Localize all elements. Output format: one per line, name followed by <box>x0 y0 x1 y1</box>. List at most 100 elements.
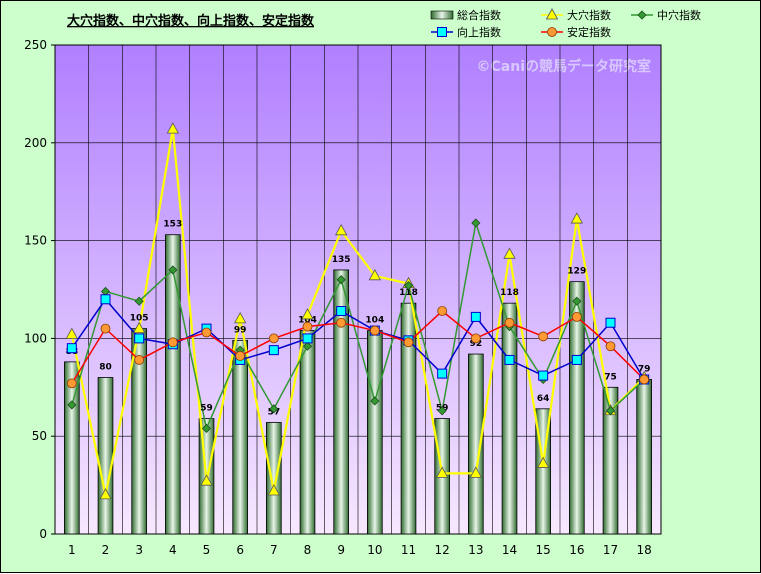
x-tick-label: 13 <box>468 543 483 557</box>
series-point-square <box>302 333 313 344</box>
bar-data-label: 104 <box>298 316 317 326</box>
series-point-square <box>134 333 145 344</box>
bar-data-label: 118 <box>500 288 519 298</box>
bar-data-label: 92 <box>470 339 483 349</box>
series-point-square <box>571 354 582 365</box>
series-point-triangle <box>99 488 112 500</box>
legend-marker <box>547 27 557 37</box>
bar-data-label: 135 <box>332 255 351 265</box>
legend-label: 向上指数 <box>457 25 501 39</box>
bar <box>468 353 484 535</box>
series-point-square <box>268 345 279 356</box>
series-point-diamond <box>67 400 77 410</box>
bar <box>266 422 282 535</box>
legend-label: 大穴指数 <box>567 8 611 22</box>
series-line-circle <box>71 310 645 384</box>
series-point-diamond <box>336 275 346 285</box>
bar <box>636 379 652 535</box>
series-point-square <box>605 317 616 328</box>
x-tick-label: 12 <box>435 543 450 557</box>
bar <box>602 386 619 535</box>
x-tick-label: 8 <box>304 543 312 557</box>
series-point-diamond <box>302 341 313 351</box>
bar <box>501 302 518 535</box>
x-tick-label: 5 <box>203 543 211 557</box>
series-point-triangle <box>132 321 146 334</box>
y-tick-label: 150 <box>24 234 47 248</box>
series-point-diamond <box>134 296 144 306</box>
bar-data-label: 80 <box>99 363 112 373</box>
series-point-diamond <box>572 296 582 306</box>
x-tick-label: 9 <box>337 543 345 557</box>
series-point-diamond <box>370 396 380 406</box>
series-line-diamond <box>71 222 645 431</box>
y-tick-label: 200 <box>24 136 47 150</box>
x-tick-label: 2 <box>102 543 110 557</box>
y-tick-label: 50 <box>32 429 47 443</box>
legend-marker <box>437 27 447 37</box>
y-tick-label: 250 <box>24 38 47 52</box>
x-tick-label: 15 <box>536 543 551 557</box>
series-point-triangle <box>166 122 180 134</box>
x-tick-label: 14 <box>502 543 517 557</box>
legend-label: 中穴指数 <box>657 8 701 22</box>
bar-data-label: 99 <box>234 325 247 335</box>
series-point-triangle <box>435 466 449 478</box>
x-tick-label: 17 <box>603 543 618 557</box>
series-point-triangle <box>570 212 584 224</box>
series-point-circle <box>437 306 448 316</box>
series-point-circle <box>167 337 178 348</box>
series-point-circle <box>235 351 246 361</box>
series-point-triangle <box>65 327 79 339</box>
bar-data-label: 118 <box>399 288 418 298</box>
series-point-circle <box>268 333 279 344</box>
series-point-circle <box>470 333 481 344</box>
series-point-diamond <box>437 406 447 416</box>
x-tick-label: 6 <box>236 543 244 557</box>
series-point-circle <box>134 355 145 365</box>
legend-marker <box>637 10 647 20</box>
series-point-diamond <box>471 218 481 228</box>
series-point-circle <box>403 337 414 348</box>
bar-data-label: 64 <box>537 394 550 404</box>
x-tick-label: 3 <box>135 543 143 557</box>
chart-title: 大穴指数、中穴指数、向上指数、安定指数 <box>67 13 315 29</box>
bar <box>400 302 417 535</box>
bar <box>333 269 349 535</box>
x-tick-label: 7 <box>270 543 278 557</box>
series-point-circle <box>336 317 347 328</box>
series-point-circle <box>538 331 549 342</box>
series-point-circle <box>639 374 650 385</box>
bar-data-label: 79 <box>638 364 651 374</box>
series-point-triangle <box>536 456 550 468</box>
series-point-square <box>504 354 515 365</box>
legend-swatch-bar <box>430 10 454 20</box>
x-tick-label: 10 <box>367 543 382 557</box>
bar <box>299 330 316 535</box>
x-tick-label: 16 <box>569 543 584 557</box>
series-point-square <box>437 368 448 379</box>
series-point-circle <box>302 321 313 332</box>
series-line-triangle <box>70 128 645 496</box>
series-point-diamond <box>605 406 616 416</box>
watermark: ©Caniの競馬データ研究室 <box>477 58 652 75</box>
bar-data-label: 104 <box>365 316 384 326</box>
bar-data-label: 59 <box>200 404 213 414</box>
series-point-circle <box>201 327 212 338</box>
series-point-circle <box>504 317 515 328</box>
series-point-square <box>66 343 77 354</box>
x-tick-label: 1 <box>68 543 76 557</box>
series-point-triangle <box>233 312 247 324</box>
series-point-square <box>470 311 481 322</box>
series-point-triangle <box>334 223 348 236</box>
bar <box>569 281 585 535</box>
bar-data-label: 75 <box>604 372 617 382</box>
bar-data-label: 105 <box>130 314 149 324</box>
bar-data-label: 153 <box>163 220 182 230</box>
series-point-square <box>100 294 111 305</box>
x-tick-label: 4 <box>169 543 177 557</box>
